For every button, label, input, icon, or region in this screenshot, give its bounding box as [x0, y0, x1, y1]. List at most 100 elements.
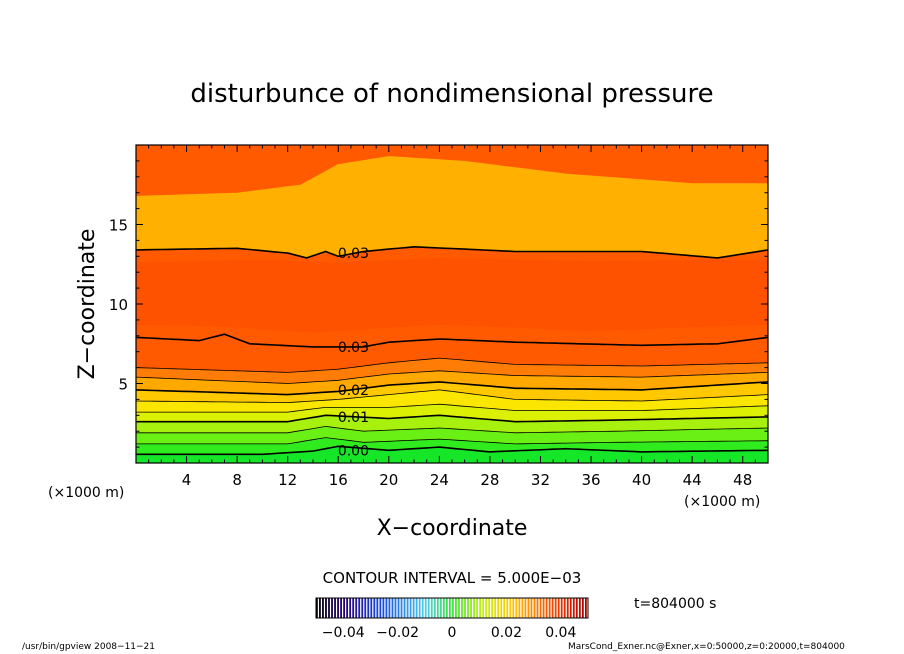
- contour-line: [135, 381, 769, 396]
- colorbar-stripe: [433, 598, 436, 618]
- x-tick-label: 16: [329, 471, 348, 489]
- colorbar-stripe: [455, 598, 457, 618]
- x-tick-label: 12: [278, 471, 297, 489]
- colorbar-stripe: [370, 598, 373, 618]
- y-tick-label: 5: [118, 376, 128, 394]
- contour-label: 0.03: [338, 340, 369, 356]
- y-axis-label: Z−coordinate: [75, 229, 100, 380]
- colorbar-stripe: [412, 598, 415, 618]
- colorbar-stripe: [488, 598, 491, 618]
- colorbar-stripe: [364, 598, 367, 618]
- colorbar-stripe: [479, 598, 482, 618]
- colorbar-stripe: [325, 598, 327, 618]
- colorbar-stripe: [497, 598, 500, 618]
- contour-label: 0.02: [338, 383, 369, 399]
- colorbar-stripe: [400, 598, 403, 618]
- contour-label: 0.01: [338, 410, 369, 426]
- contour-line: [136, 414, 769, 423]
- colorbar-stripe: [361, 598, 364, 618]
- colorbar-stripe: [581, 598, 584, 618]
- colorbar-stripe: [563, 598, 566, 618]
- colorbar-stripe: [322, 598, 324, 618]
- colorbar-stripe: [545, 598, 548, 618]
- x-tick-label: 44: [683, 471, 702, 489]
- colorbar-stripe: [452, 598, 454, 618]
- colorbar-stripe: [373, 598, 376, 618]
- colorbar-stripe: [346, 598, 349, 618]
- colorbar-stripe: [569, 598, 572, 618]
- contour-interval-label: CONTOUR INTERVAL = 5.000E−03: [323, 569, 582, 587]
- contour-line: [135, 245, 769, 259]
- time-label: t=804000 s: [634, 596, 716, 612]
- colorbar-stripe: [578, 598, 581, 618]
- colorbar-stripe: [382, 598, 385, 618]
- x-axis-label: X−coordinate: [377, 516, 528, 541]
- colorbar-stripe: [424, 598, 427, 618]
- x-axis-unit-left: (×1000 m): [48, 485, 124, 501]
- contour-line: [135, 357, 769, 373]
- colorbar-tick-label: −0.04: [322, 625, 365, 641]
- colorbar-stripe: [445, 598, 448, 618]
- chart-title: disturbunce of nondimensional pressure: [190, 79, 713, 109]
- colorbar-stripe: [509, 598, 512, 618]
- colorbar-stripe: [506, 598, 509, 618]
- colorbar-stripe: [491, 598, 494, 618]
- x-tick-label: 32: [531, 471, 550, 489]
- colorbar-stripe: [409, 598, 412, 618]
- colorbar-stripe: [482, 598, 485, 618]
- core-band: [136, 257, 768, 333]
- colorbar-stripe: [458, 598, 460, 618]
- y-tick-label: 10: [109, 296, 128, 314]
- contour-line: [136, 437, 769, 445]
- colorbar-stripe: [512, 598, 515, 618]
- colorbar-stripe: [503, 598, 506, 618]
- colorbar-stripe: [397, 598, 400, 618]
- y-tick-label: 15: [109, 217, 128, 235]
- colorbar-stripe: [436, 598, 439, 618]
- x-tick-label: 48: [733, 471, 752, 489]
- colorbar-stripe: [515, 598, 518, 618]
- contour-labels: 0.03 0.03 0.02 0.01 0.00: [338, 246, 369, 459]
- colorbar-stripe: [575, 598, 578, 618]
- colorbar-stripe: [331, 598, 333, 618]
- colorbar-tick-label: 0.02: [491, 625, 522, 641]
- x-axis-unit-right: (×1000 m): [684, 494, 760, 510]
- colorbar-stripe: [316, 598, 318, 618]
- colorbar-stripe: [518, 598, 521, 618]
- colorbar-stripe: [421, 598, 424, 618]
- colorbar-stripe: [494, 598, 497, 618]
- colorbar-stripe: [430, 598, 433, 618]
- contour-line: [135, 333, 769, 348]
- colorbar-stripe: [388, 598, 391, 618]
- colorbar-stripe: [448, 598, 451, 618]
- colorbar-stripe: [349, 598, 352, 618]
- colorbar-stripe: [485, 598, 488, 618]
- colorbar-tick-label: 0: [448, 625, 457, 641]
- colorbar-stripe: [403, 598, 406, 618]
- colorbar-stripe: [476, 598, 478, 618]
- colorbar-stripe: [358, 598, 361, 618]
- footer-right: MarsCond_Exner.nc@Exner,x=0:50000,z=0:20…: [568, 642, 845, 652]
- colorbar-stripe: [470, 598, 472, 618]
- colorbar-stripe: [533, 598, 536, 618]
- colorbar-stripe: [572, 598, 575, 618]
- contour-band: [136, 446, 768, 463]
- colorbar-stripe: [379, 598, 382, 618]
- colorbar-stripe: [343, 598, 346, 618]
- contour-line: [136, 425, 769, 434]
- colorbar-stripe: [406, 598, 409, 618]
- colorbar-stripe: [461, 598, 463, 618]
- contour-line: [136, 403, 769, 413]
- x-tick-label: 24: [430, 471, 449, 489]
- x-tick-label: 20: [379, 471, 398, 489]
- x-tick-label: 36: [581, 471, 600, 489]
- colorbar-stripe: [442, 598, 445, 618]
- contour-lines: [135, 245, 769, 456]
- colorbar-stripe: [557, 598, 560, 618]
- colorbar-tick-label: 0.04: [545, 625, 576, 641]
- contour-label: 0.03: [338, 246, 369, 262]
- colorbar-stripe: [539, 598, 542, 618]
- footer-left: /usr/bin/gpview 2008−11−21: [22, 642, 156, 652]
- colorbar-stripe: [337, 598, 339, 618]
- colorbar-stripe: [385, 598, 388, 618]
